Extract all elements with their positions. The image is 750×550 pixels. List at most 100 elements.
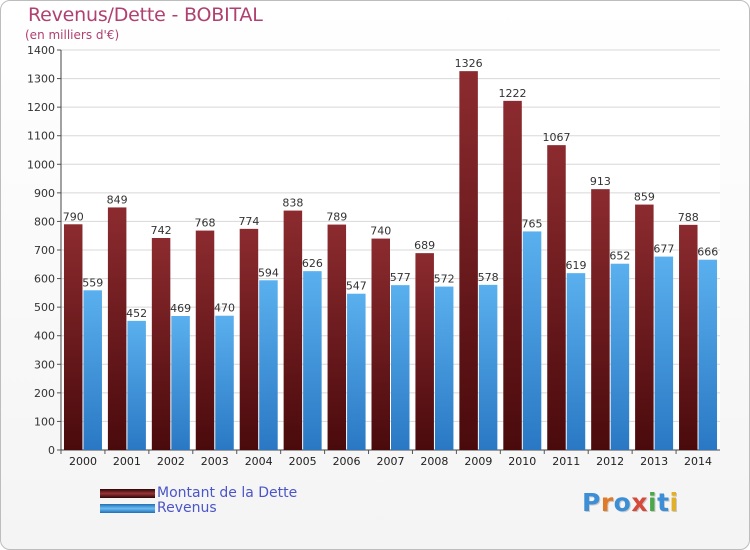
bar-revenus [303, 271, 322, 450]
bar-revenus [566, 273, 586, 450]
bar-revenus [610, 263, 630, 450]
data-label-dette: 859 [634, 191, 655, 204]
data-label-dette: 1067 [542, 131, 570, 144]
data-label-dette: 768 [195, 217, 216, 230]
data-label-dette: 788 [678, 211, 699, 224]
x-tick-label: 2012 [596, 455, 624, 468]
bar-revenus [83, 290, 102, 450]
bar-dette [63, 224, 83, 450]
logo-letter: o [613, 488, 632, 517]
bar-dette [239, 228, 259, 450]
bar-dette [151, 238, 171, 450]
bar-revenus [522, 231, 542, 450]
y-tick-label: 0 [48, 444, 55, 457]
y-tick-label: 300 [34, 358, 55, 371]
x-tick-label: 2000 [69, 455, 97, 468]
bar-revenus [215, 315, 234, 450]
x-tick-label: 2003 [201, 455, 229, 468]
data-label-revenus: 666 [697, 246, 718, 259]
data-label-revenus: 547 [346, 280, 367, 293]
data-label-dette: 790 [63, 210, 84, 223]
bar-dette [503, 100, 522, 450]
data-label-revenus: 572 [434, 273, 455, 286]
data-label-dette: 774 [238, 215, 259, 228]
bar-revenus [698, 259, 718, 450]
x-tick-label: 2005 [289, 455, 317, 468]
data-label-dette: 742 [151, 224, 172, 237]
bar-dette [547, 145, 566, 450]
logo-letter: i [648, 488, 658, 517]
x-tick-label: 2010 [508, 455, 536, 468]
x-tick-label: 2009 [464, 455, 492, 468]
y-tick-label: 1100 [27, 130, 55, 143]
legend-item-dette: Montant de la Dette [100, 486, 297, 501]
y-tick-label: 1300 [27, 73, 55, 86]
bar-revenus [478, 284, 498, 450]
y-tick-label: 700 [34, 244, 55, 257]
bar-dette [107, 207, 127, 450]
y-tick-label: 1200 [27, 101, 55, 114]
legend-label-dette: Montant de la Dette [157, 485, 298, 501]
chart-title: Revenus/Dette - BOBITAL [28, 4, 263, 26]
x-tick-label: 2002 [157, 455, 185, 468]
logo-letter: t [657, 488, 670, 517]
bar-dette [327, 224, 347, 450]
chart-subtitle: (en milliers d'€) [25, 28, 120, 42]
data-label-dette: 740 [370, 225, 391, 238]
proxiti-logo: Proxiti [582, 488, 679, 517]
data-label-revenus: 626 [302, 257, 323, 270]
logo-letter: i [669, 488, 679, 517]
y-tick-label: 600 [34, 273, 55, 286]
data-label-revenus: 594 [258, 266, 279, 279]
legend-swatch-revenus [100, 504, 155, 513]
x-tick-label: 2014 [684, 455, 712, 468]
legend: Montant de la Dette Revenus [100, 486, 297, 516]
x-tick-label: 2006 [333, 455, 361, 468]
bar-revenus [127, 320, 146, 450]
legend-swatch-dette [100, 489, 155, 498]
x-tick-label: 2013 [640, 455, 668, 468]
bar-dette [635, 204, 654, 450]
logo-letter: r [600, 488, 614, 517]
logo-letter: x [631, 488, 648, 517]
legend-label-revenus: Revenus [157, 500, 217, 516]
data-label-dette: 849 [107, 193, 128, 206]
bar-dette [371, 238, 390, 450]
y-tick-label: 400 [34, 330, 55, 343]
logo-letter: P [582, 488, 601, 517]
bar-revenus [654, 256, 674, 450]
y-tick-label: 1400 [27, 44, 55, 57]
x-tick-label: 2007 [377, 455, 405, 468]
y-tick-label: 1000 [27, 158, 55, 171]
data-label-revenus: 619 [565, 259, 586, 272]
data-label-revenus: 469 [170, 302, 191, 315]
bar-revenus [347, 293, 366, 450]
data-label-revenus: 470 [214, 302, 235, 315]
bar-dette [283, 210, 303, 450]
data-label-dette: 913 [590, 175, 611, 188]
data-label-revenus: 652 [609, 250, 630, 263]
data-label-revenus: 578 [478, 271, 499, 284]
x-tick-label: 2011 [552, 455, 580, 468]
bar-dette [415, 253, 434, 450]
bar-revenus [259, 280, 278, 450]
data-label-dette: 1326 [455, 57, 483, 70]
bar-revenus [391, 285, 410, 450]
y-tick-label: 800 [34, 215, 55, 228]
y-tick-label: 900 [34, 187, 55, 200]
data-label-dette: 789 [326, 211, 347, 224]
y-tick-label: 200 [34, 387, 55, 400]
bar-dette [591, 189, 610, 450]
data-label-dette: 1222 [499, 87, 527, 100]
data-label-revenus: 765 [522, 217, 543, 230]
bar-dette [459, 71, 478, 451]
bar-dette [195, 230, 215, 450]
y-tick-label: 100 [34, 415, 55, 428]
bar-revenus [434, 286, 454, 450]
data-label-revenus: 452 [126, 307, 147, 320]
data-label-revenus: 559 [82, 276, 103, 289]
bar-revenus [171, 316, 190, 450]
data-label-dette: 838 [282, 197, 303, 210]
legend-item-revenus: Revenus [100, 501, 297, 516]
